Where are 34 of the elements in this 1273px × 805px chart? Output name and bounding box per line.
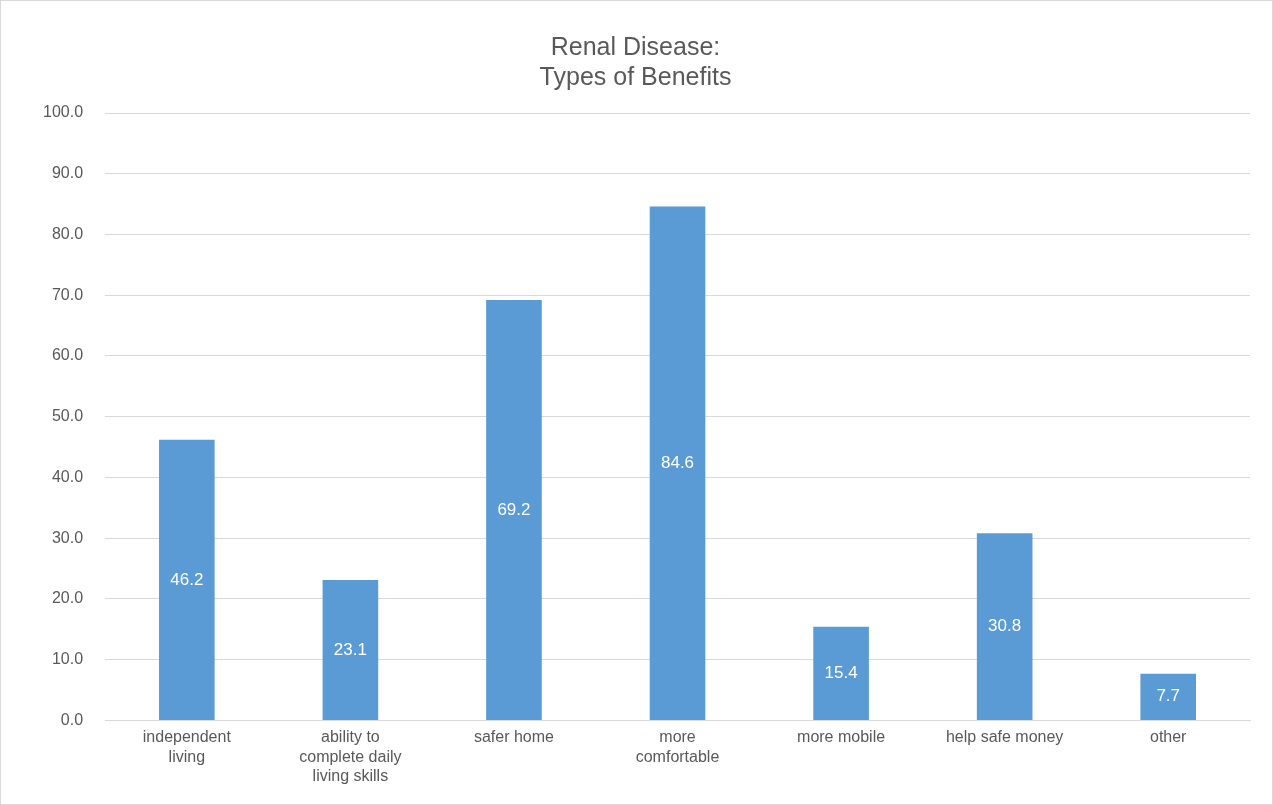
text: Types of Benefits: [539, 61, 732, 90]
y-tick-label: 10.0: [51, 650, 84, 668]
y-tick-label: 40.0: [51, 467, 84, 485]
bar: [486, 300, 542, 720]
bar: [813, 626, 869, 720]
x-tick-label: other: [1149, 728, 1188, 746]
y-tick-label: 60.0: [51, 346, 84, 364]
x-tick-label: independent living: [142, 728, 232, 765]
bar: [159, 439, 215, 720]
y-tick-label: 80.0: [51, 224, 84, 242]
data-label: 46.2: [170, 569, 204, 589]
x-tick-label: more comfortable: [635, 728, 720, 765]
x-tick-label: safer home: [473, 728, 555, 746]
y-tick-label: 0.0: [60, 710, 84, 728]
bar: [649, 206, 706, 720]
y-tick-label: 50.0: [51, 407, 84, 425]
y-tick-label: 100.0: [42, 103, 84, 121]
bar: [1140, 673, 1197, 720]
data-label: 84.6: [660, 452, 695, 472]
text: Renal Disease:: [550, 31, 721, 60]
y-tick-label: 20.0: [51, 589, 84, 607]
data-label: 15.4: [824, 663, 858, 683]
data-label: 23.1: [333, 639, 367, 659]
data-label: 30.8: [988, 616, 1022, 636]
x-tick-label: ability to complete daily living skills: [299, 728, 402, 784]
data-label: 7.7: [1156, 686, 1181, 706]
x-tick-label: help safe money: [945, 728, 1064, 746]
bar: [976, 533, 1033, 720]
y-tick-label: 70.0: [51, 285, 84, 303]
x-tick-label: more mobile: [797, 728, 886, 746]
data-label: 69.2: [497, 499, 531, 519]
y-tick-label: 90.0: [51, 164, 84, 182]
bar: [322, 580, 379, 720]
y-tick-label: 30.0: [51, 528, 84, 546]
